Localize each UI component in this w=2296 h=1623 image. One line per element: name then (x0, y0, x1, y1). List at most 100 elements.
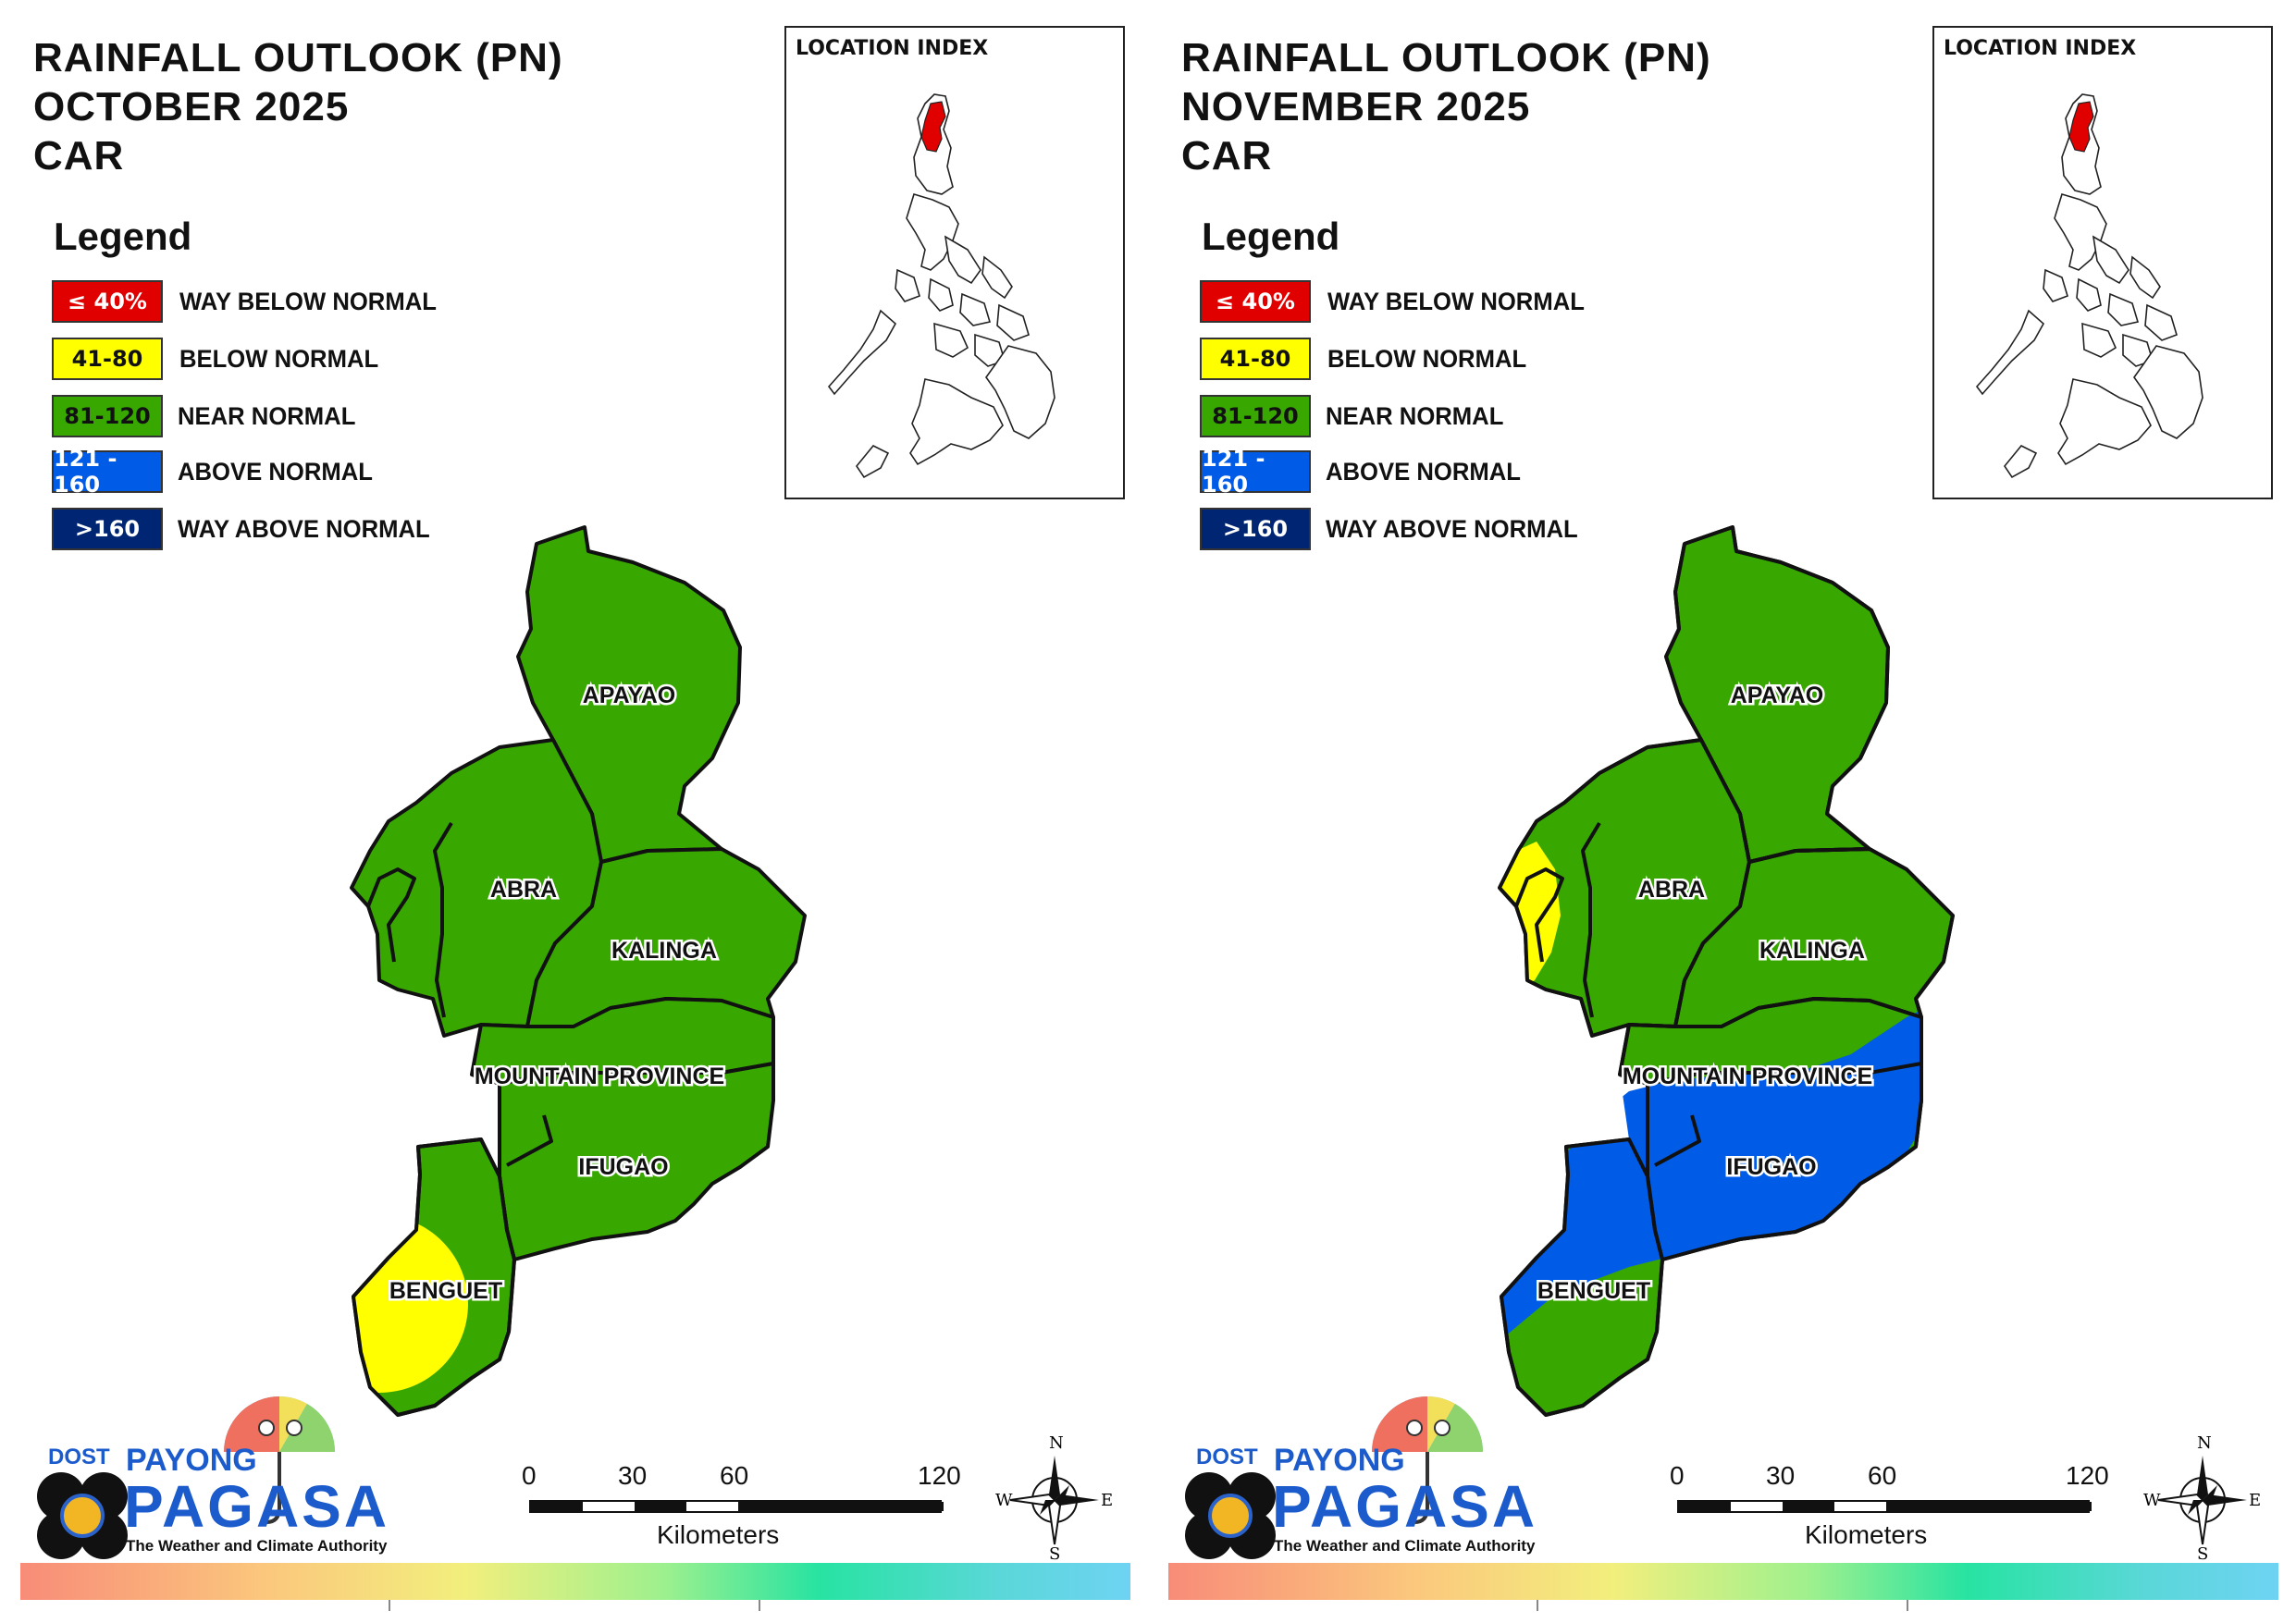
location-index-title: LOCATION INDEX (796, 37, 989, 60)
location-index: LOCATION INDEX (784, 26, 1125, 499)
scale-tick: 30 (618, 1461, 648, 1490)
compass-rose-icon (1009, 1456, 1099, 1545)
band-tick (389, 1600, 390, 1611)
compass-s: S (2197, 1544, 2209, 1564)
title-line-1: RAINFALL OUTLOOK (PN) (1181, 35, 1711, 80)
dost-label: DOST (1196, 1445, 1258, 1469)
title-line-1: RAINFALL OUTLOOK (PN) (33, 35, 563, 80)
location-index-title: LOCATION INDEX (1944, 37, 2137, 60)
legend-title: Legend (54, 215, 192, 258)
compass-e: E (2249, 1491, 2262, 1510)
legend-label: BELOW NORMAL (179, 345, 379, 373)
compass-n: N (1049, 1433, 1064, 1453)
scale-unit: Kilometers (1805, 1520, 1928, 1549)
scale-tick: 120 (918, 1461, 961, 1490)
scale-tick: 30 (1766, 1461, 1796, 1490)
color-band (1168, 1563, 2278, 1600)
scale-tick: 0 (522, 1461, 537, 1490)
below-normal-zone (353, 1215, 468, 1393)
legend-swatch: ≤ 40% (52, 280, 163, 323)
compass-e: E (1101, 1491, 1114, 1510)
tagline: The Weather and Climate Authority (126, 1537, 388, 1555)
legend-label: WAY BELOW NORMAL (179, 288, 437, 315)
philippines-outline-map (827, 93, 1055, 479)
location-index: LOCATION INDEX (1932, 26, 2273, 499)
panel-title: RAINFALL OUTLOOK (PN) NOVEMBER 2025 CAR (1181, 33, 1711, 180)
label-ifugao: IFUGAO (1726, 1154, 1816, 1180)
label-apayao: APAYAO (583, 682, 676, 708)
umbrella-icon (37, 1396, 336, 1559)
pagasa-logo: DOST PAYONG PAGASA The Weather and Clima… (33, 1387, 403, 1563)
payong-label: PAYONG (1274, 1443, 1405, 1478)
philippines-outline-map (1975, 93, 2203, 479)
legend-swatch: 81-120 (1200, 395, 1311, 437)
label-kalinga: KALINGA (611, 938, 717, 964)
scale-unit: Kilometers (657, 1520, 780, 1549)
pagasa-logo: DOST PAYONG PAGASA The Weather and Clima… (1181, 1387, 1551, 1563)
legend-swatch: 41-80 (52, 338, 163, 380)
legend-label: WAY BELOW NORMAL (1327, 288, 1585, 315)
legend-title: Legend (1202, 215, 1340, 258)
title-line-2: OCTOBER 2025 (33, 84, 350, 129)
legend-swatch: 121 - 160 (52, 446, 163, 498)
compass-w: W (995, 1491, 1013, 1510)
legend-label: NEAR NORMAL (178, 402, 356, 430)
north-arrow: N S W E (995, 1433, 1114, 1564)
label-benguet: BENGUET (1537, 1278, 1650, 1304)
outlook-panel-november: RAINFALL OUTLOOK (PN) NOVEMBER 2025 CAR … (1148, 0, 2296, 1623)
band-tick (1537, 1600, 1538, 1611)
scale-tick: 120 (2066, 1461, 2109, 1490)
legend-swatch: ≤ 40% (1200, 280, 1311, 323)
compass-s: S (1049, 1544, 1061, 1564)
tagline: The Weather and Climate Authority (1274, 1537, 1536, 1555)
pagasa-label: PAGASA (124, 1473, 390, 1540)
above-normal-zone (1500, 999, 1953, 1341)
label-benguet: BENGUET (389, 1278, 502, 1304)
legend-label: ABOVE NORMAL (1326, 458, 1521, 486)
band-tick (1907, 1600, 1908, 1611)
legend-label: BELOW NORMAL (1327, 345, 1527, 373)
legend-swatch: 81-120 (52, 395, 163, 437)
label-mountain-province: MOUNTAIN PROVINCE (475, 1064, 724, 1089)
label-apayao: APAYAO (1731, 682, 1824, 708)
label-mountain-province: MOUNTAIN PROVINCE (1623, 1064, 1872, 1089)
scale-tick: 0 (1670, 1461, 1685, 1490)
north-arrow: N S W E (2143, 1433, 2262, 1564)
scale-bar-graphic (1677, 1500, 2092, 1513)
scale-bar: 0 30 60 120 Kilometers (518, 1461, 981, 1563)
color-band (20, 1563, 1130, 1600)
outlook-panel-october: RAINFALL OUTLOOK (PN) OCTOBER 2025 CAR L… (20, 26, 1130, 1611)
car-province-map: APAYAO ABRA KALINGA MOUNTAIN PROVINCE IF… (350, 525, 807, 1417)
scale-bar-graphic (529, 1500, 944, 1513)
compass-rose-icon (2157, 1456, 2247, 1545)
compass-w: W (2143, 1491, 2161, 1510)
legend-swatch: 121 - 160 (1200, 446, 1311, 498)
panel-title: RAINFALL OUTLOOK (PN) OCTOBER 2025 CAR (33, 33, 563, 180)
umbrella-icon (1185, 1396, 1483, 1559)
band-tick (759, 1600, 760, 1611)
scale-bar: 0 30 60 120 Kilometers (1666, 1461, 2129, 1563)
compass-n: N (2197, 1433, 2212, 1453)
legend-label: WAY ABOVE NORMAL (1326, 515, 1578, 543)
scale-tick: 60 (720, 1461, 749, 1490)
dost-label: DOST (48, 1445, 110, 1469)
province-labels: APAYAO ABRA KALINGA MOUNTAIN PROVINCE IF… (1535, 681, 1874, 1307)
label-kalinga: KALINGA (1759, 938, 1865, 964)
scale-tick: 60 (1868, 1461, 1897, 1490)
legend-label: WAY ABOVE NORMAL (178, 515, 430, 543)
legend-swatch: >160 (52, 508, 163, 550)
legend-label: NEAR NORMAL (1326, 402, 1504, 430)
title-line-3: CAR (1181, 133, 1273, 178)
legend-swatch: >160 (1200, 508, 1311, 550)
province-labels: APAYAO ABRA KALINGA MOUNTAIN PROVINCE IF… (387, 681, 726, 1307)
car-province-map: APAYAO ABRA KALINGA MOUNTAIN PROVINCE IF… (1498, 525, 1955, 1417)
pagasa-label: PAGASA (1272, 1473, 1538, 1540)
label-abra: ABRA (490, 877, 557, 903)
title-line-3: CAR (33, 133, 125, 178)
legend-swatch: 41-80 (1200, 338, 1311, 380)
label-ifugao: IFUGAO (578, 1154, 668, 1180)
payong-label: PAYONG (126, 1443, 257, 1478)
legend-label: ABOVE NORMAL (178, 458, 373, 486)
title-line-2: NOVEMBER 2025 (1181, 84, 1531, 129)
label-abra: ABRA (1638, 877, 1705, 903)
